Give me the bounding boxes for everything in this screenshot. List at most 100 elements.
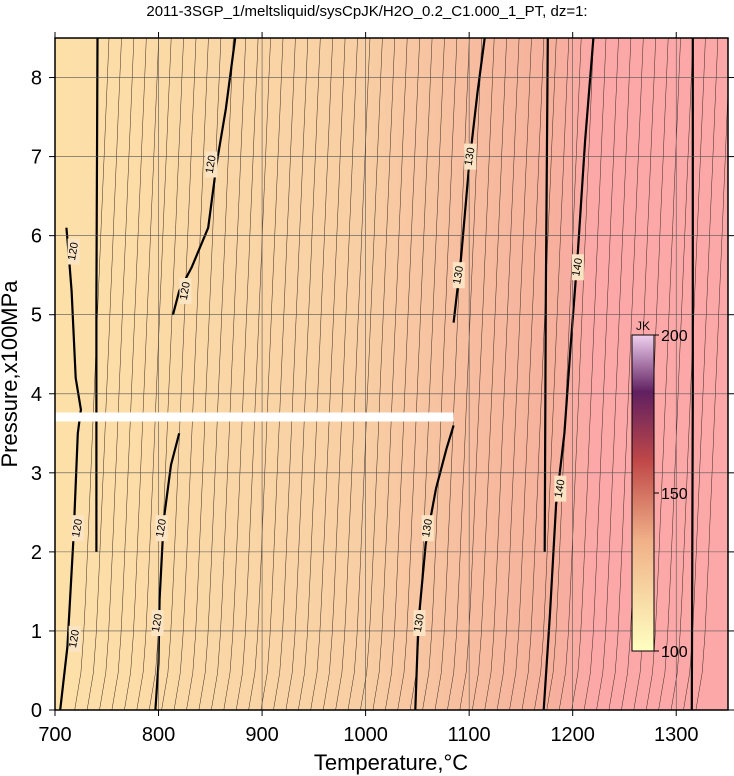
contour-label: 120 <box>66 241 81 261</box>
colorbar-unit: JK <box>636 319 650 333</box>
contour-line <box>198 38 234 710</box>
y-tick-label: 8 <box>31 68 42 90</box>
contour-line <box>86 38 122 710</box>
colorbar-tick-label: 200 <box>661 328 688 345</box>
contour-line <box>571 38 607 710</box>
contour-label-bg <box>452 262 465 289</box>
contour-label-bg <box>421 515 434 542</box>
contour-line <box>546 38 582 710</box>
contour-line <box>521 38 557 710</box>
contour-line <box>186 38 222 710</box>
y-axis-label: Pressure,x100MPa <box>0 280 22 468</box>
contour-line <box>285 38 321 710</box>
contour-line <box>596 38 632 710</box>
contour-label: 120 <box>178 281 193 301</box>
contour-line-bold <box>59 227 83 710</box>
contour-line <box>173 38 209 710</box>
contour-label-bg <box>68 625 81 652</box>
x-tick-label: 900 <box>245 724 278 746</box>
contour-label-bg <box>71 515 84 542</box>
colorbar-scale <box>631 334 655 652</box>
x-tick-labels: 700 800 900 1000 1100 1200 1300 <box>38 724 698 746</box>
contour-line <box>459 38 495 710</box>
x-tick-label: 700 <box>38 724 71 746</box>
contour-label-bg <box>464 143 477 170</box>
chart-title: 2011-3SGP_1/meltsliquid/sysCpJK/H2O_0.2_… <box>146 3 587 20</box>
colorbar-ticks: 100 150 200 <box>654 328 688 661</box>
contour-line <box>322 38 358 710</box>
contour-label: 120 <box>204 154 219 174</box>
contour-label: 120 <box>67 629 82 649</box>
contour-label: 140 <box>570 257 585 277</box>
contour-line <box>235 38 271 710</box>
y-tick-label: 6 <box>31 226 42 248</box>
contour-line <box>310 38 346 710</box>
contour-line <box>558 38 594 710</box>
contour-line <box>298 38 333 710</box>
axis-ticks <box>49 32 734 716</box>
contour-line <box>422 38 458 710</box>
colorbar-tick-label: 150 <box>661 486 688 503</box>
contour-line <box>496 38 532 710</box>
x-tick-label: 1300 <box>654 724 699 746</box>
y-tick-label: 2 <box>31 542 42 564</box>
contour-label: 140 <box>553 479 568 499</box>
contour-label-bg <box>67 238 80 265</box>
contour-labels: 120 120 120 120 120 120 120 130 130 130 130 140 140 <box>66 143 585 652</box>
x-tick-label: 1000 <box>343 724 388 746</box>
contour-line <box>248 38 284 710</box>
x-tick-label: 800 <box>142 724 175 746</box>
contour-line-bold <box>95 38 99 552</box>
colorbar-tick-label: 100 <box>661 644 688 661</box>
contour-line <box>124 38 159 710</box>
contour-line <box>99 38 135 710</box>
contour-line <box>347 38 383 710</box>
contour-line <box>74 38 110 710</box>
plot-frame <box>54 37 729 711</box>
contour-line <box>223 38 259 710</box>
contour-line <box>583 38 619 710</box>
y-tick-label: 4 <box>31 384 42 406</box>
heatmap-field <box>55 38 728 710</box>
contour-line <box>509 38 545 710</box>
y-tick-label: 1 <box>31 621 42 643</box>
y-tick-label: 0 <box>31 700 42 722</box>
contour-label-bg <box>413 610 426 637</box>
contour-line <box>211 38 246 710</box>
contour-line <box>161 38 197 710</box>
contour-label: 120 <box>70 518 85 538</box>
contour-label: 130 <box>463 146 478 166</box>
contour-line <box>670 38 706 710</box>
contour-line-bold <box>154 433 181 710</box>
colorbar: JK 100 150 200 <box>631 319 688 661</box>
contour-line <box>695 85 728 710</box>
contour-line <box>658 38 694 710</box>
contour-line-bold <box>171 38 237 315</box>
y-tick-labels: 0 1 2 3 4 5 6 7 8 <box>31 68 42 722</box>
contour-line <box>136 38 172 710</box>
contour-line-bold <box>690 38 694 710</box>
contour-line <box>273 38 309 710</box>
contour-label: 120 <box>154 518 169 538</box>
contour-label-bg <box>554 475 567 502</box>
contour-label: 130 <box>420 518 435 538</box>
contour-label-bg <box>155 515 168 542</box>
contour-line <box>447 38 483 710</box>
contour-line <box>608 38 644 710</box>
contour-line-bold <box>542 38 595 710</box>
contour-line <box>260 38 296 710</box>
contour-line <box>111 38 147 710</box>
contour-line <box>683 38 719 710</box>
x-tick-label: 1100 <box>448 724 491 746</box>
contour-label-bg <box>571 254 584 281</box>
contour-label: 130 <box>451 265 466 285</box>
contour-label: 130 <box>412 613 427 633</box>
x-tick-label: 1200 <box>550 724 595 746</box>
y-tick-label: 7 <box>31 147 42 169</box>
contour-line <box>335 38 371 710</box>
gap-band-rect <box>55 412 454 422</box>
contour-label: 120 <box>150 613 165 633</box>
contour-line <box>472 38 507 710</box>
contour-line <box>645 38 681 710</box>
